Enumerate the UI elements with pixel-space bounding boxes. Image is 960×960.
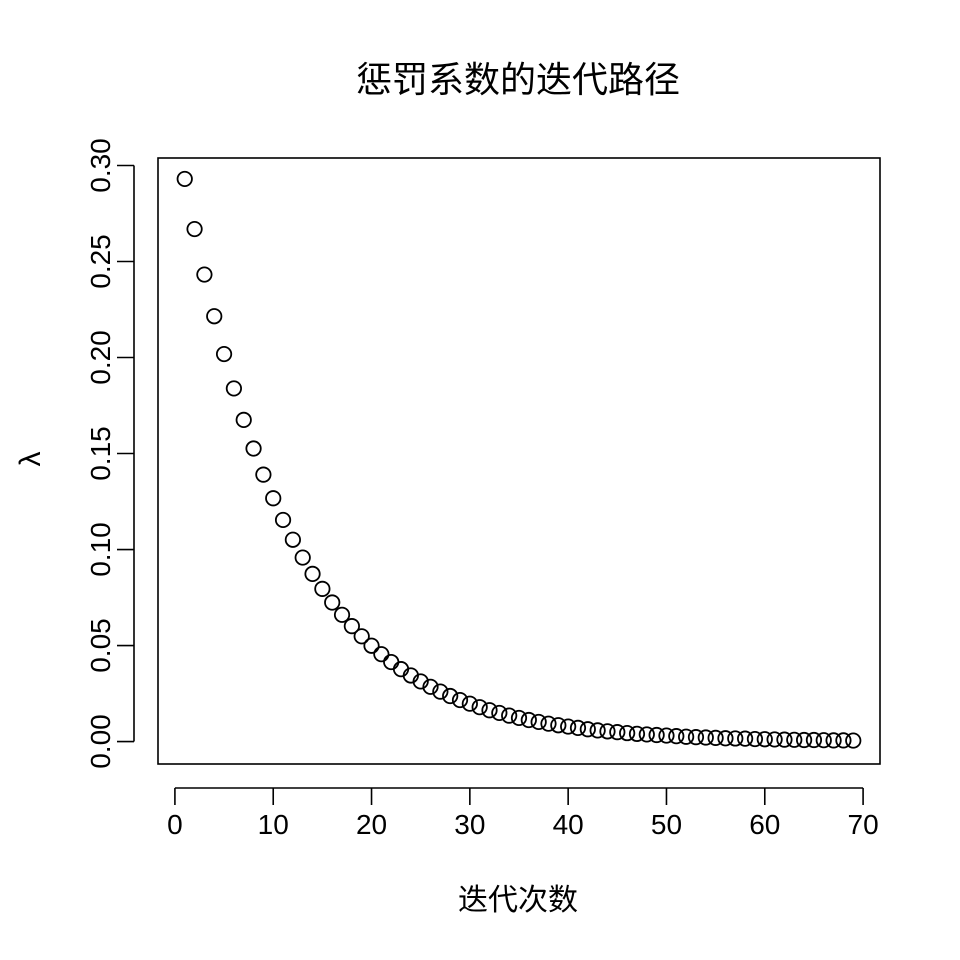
data-point [550,717,567,734]
data-point [569,719,587,737]
data-point [845,732,862,749]
data-point [451,691,469,709]
x-tick-label: 0 [167,809,183,840]
data-point [333,606,351,623]
y-tick-label: 0.05 [85,618,116,673]
data-point [805,731,823,749]
y-tick-label: 0.15 [85,426,116,481]
data-point [599,723,616,740]
data-point [687,729,705,746]
x-axis: 0 10 20 30 40 50 60 70 [167,787,879,840]
data-point [776,731,793,748]
data-point [589,722,606,739]
data-point [324,594,341,611]
data-point [678,728,695,745]
x-tick-label: 50 [651,809,682,840]
data-point [255,466,272,483]
data-point [284,531,301,548]
data-point [373,646,390,663]
y-tick-label: 0.25 [85,234,116,289]
data-point [697,729,714,746]
data-point [530,713,547,731]
data-point [432,683,449,700]
data-point [658,727,675,744]
data-points [176,170,862,749]
data-point [471,699,488,716]
x-tick-label: 20 [356,809,387,840]
data-point [560,718,577,735]
x-tick-label: 30 [454,809,485,840]
data-point [727,730,744,747]
data-point [294,549,311,566]
data-point [442,687,459,705]
data-point [835,732,852,749]
data-point [825,732,842,749]
data-point [628,725,646,742]
x-tick-label: 60 [749,809,780,840]
data-point [461,695,478,712]
data-point [481,702,498,719]
y-axis-label: λ [14,452,47,467]
data-point [540,715,557,732]
data-point [501,707,518,724]
data-point [520,711,537,729]
data-point [186,220,203,238]
x-axis-label: 迭代次数 [458,884,578,917]
data-point [215,345,233,363]
data-point [412,673,429,690]
data-point [717,730,734,747]
data-point [756,731,773,748]
y-tick-label: 0.20 [85,330,116,385]
plot-frame [157,157,881,765]
data-point [638,726,655,743]
y-tick-label: 0.30 [85,138,116,193]
data-point [314,580,331,597]
data-point [648,726,665,744]
data-point [245,440,262,457]
x-tick-label: 40 [553,809,584,840]
data-point [510,709,528,727]
x-tick-label: 10 [258,809,289,840]
x-tick-label: 70 [848,809,879,840]
data-point [343,618,360,635]
chart-title: 惩罚系数的迭代路径 [356,59,680,100]
data-point [815,732,832,749]
data-point [619,724,636,742]
data-point [225,380,242,397]
y-tick-label: 0.10 [85,522,116,577]
data-point [491,704,508,722]
data-point [304,565,321,583]
data-point [176,170,193,188]
data-point [363,637,380,654]
data-point [422,678,439,695]
data-point [766,731,783,748]
y-axis: 0.00 0.05 0.10 0.15 0.20 0.25 0.30 [85,138,135,769]
data-point [609,724,626,741]
data-point [265,490,282,507]
data-point [235,411,252,429]
data-point [786,731,803,748]
y-tick-label: 0.00 [85,714,116,769]
data-point [668,728,685,745]
data-point [206,308,223,325]
data-point [737,730,754,747]
data-point [579,721,596,738]
data-point [707,729,724,746]
data-point [796,731,813,749]
data-point [353,628,370,645]
data-point [274,511,292,529]
data-point [746,730,764,748]
data-point [383,653,400,671]
data-point [196,266,213,283]
